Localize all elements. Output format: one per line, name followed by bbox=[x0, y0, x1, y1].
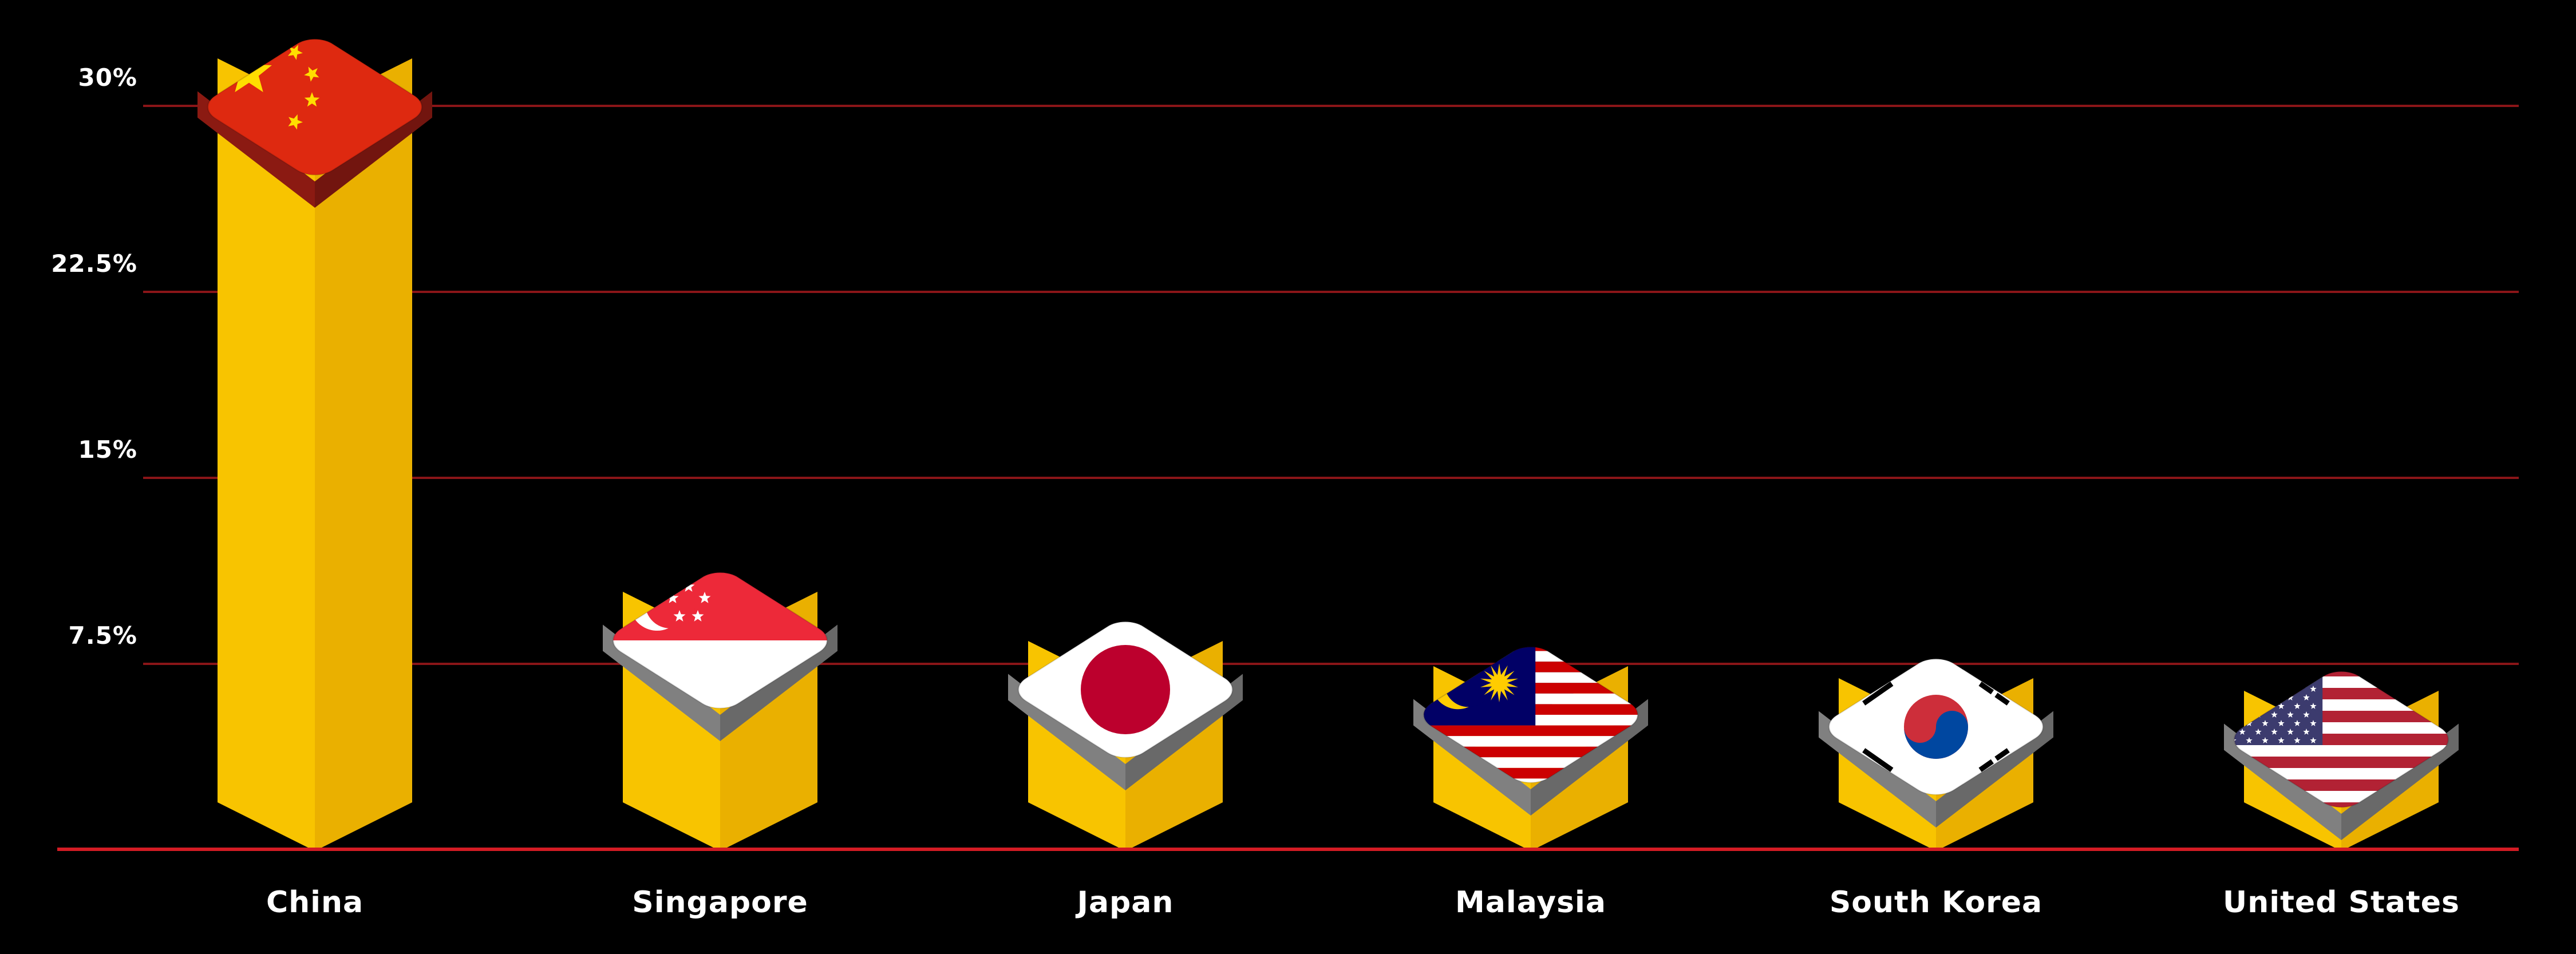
country-label: South Korea bbox=[1830, 885, 2042, 920]
bar-face-right bbox=[2341, 691, 2439, 851]
isometric-bar-chart: 7.5% 15% 22.5% 30% China bbox=[0, 0, 2576, 954]
country-label: China bbox=[266, 885, 364, 920]
axis-baseline bbox=[57, 848, 2519, 851]
country-label: United States bbox=[2223, 885, 2460, 920]
bar-face-right bbox=[1531, 666, 1628, 851]
y-axis-label: 30% bbox=[78, 64, 137, 92]
country-label: Malaysia bbox=[1455, 885, 1606, 920]
bar-united-states: United States bbox=[2187, 739, 2496, 851]
bar-malaysia: Malaysia bbox=[1376, 715, 1685, 851]
bar-face-right bbox=[1125, 641, 1223, 851]
country-label: Japan bbox=[1077, 885, 1174, 920]
y-axis-label: 15% bbox=[78, 436, 137, 464]
bar-singapore: Singapore bbox=[566, 640, 875, 851]
bar-face-right bbox=[1936, 678, 2033, 851]
bar-south-korea: South Korea bbox=[1781, 727, 2091, 851]
bar-face-left bbox=[1839, 678, 1936, 851]
y-axis-label: 22.5% bbox=[51, 250, 137, 278]
bar-china: China bbox=[160, 107, 469, 851]
bar-face-left bbox=[1433, 666, 1531, 851]
bar-face-left bbox=[1028, 641, 1125, 851]
bar-face-left bbox=[623, 592, 720, 851]
bar-face-right bbox=[720, 592, 817, 851]
bars-area: China Singapore bbox=[160, 107, 2496, 851]
country-label: Singapore bbox=[632, 885, 808, 920]
bar-face-right bbox=[315, 58, 412, 851]
bar-japan: Japan bbox=[971, 690, 1280, 851]
bar-face-left bbox=[218, 58, 315, 851]
bar-face-left bbox=[2244, 691, 2341, 851]
y-axis-label: 7.5% bbox=[69, 622, 137, 650]
